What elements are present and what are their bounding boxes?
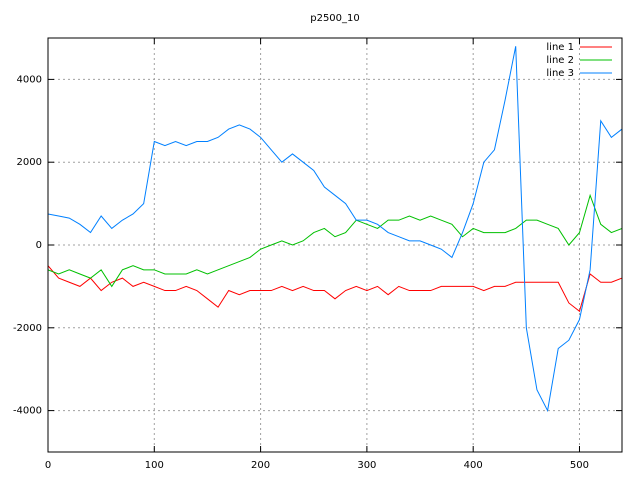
series-line (48, 46, 622, 413)
x-tick-label: 500 (570, 460, 589, 471)
x-tick-label: 100 (145, 460, 164, 471)
y-tick-label: 4000 (17, 74, 42, 85)
plot-frame (47, 37, 623, 453)
x-tick-label: 300 (357, 460, 376, 471)
series-line (48, 265, 622, 313)
y-tick-label: 0 (36, 240, 42, 251)
legend-label: line 3 (546, 68, 574, 79)
y-tick-label: -4000 (13, 406, 42, 417)
x-tick-label: 200 (251, 460, 270, 471)
series-line (48, 193, 622, 288)
legend-label: line 1 (546, 42, 574, 53)
x-tick-label: 400 (464, 460, 483, 471)
legend-label: line 2 (546, 55, 574, 66)
chart-title: p2500_10 (310, 13, 360, 24)
y-tick-label: 2000 (17, 157, 42, 168)
y-tick-label: -2000 (13, 323, 42, 334)
x-tick-label: 0 (45, 460, 51, 471)
